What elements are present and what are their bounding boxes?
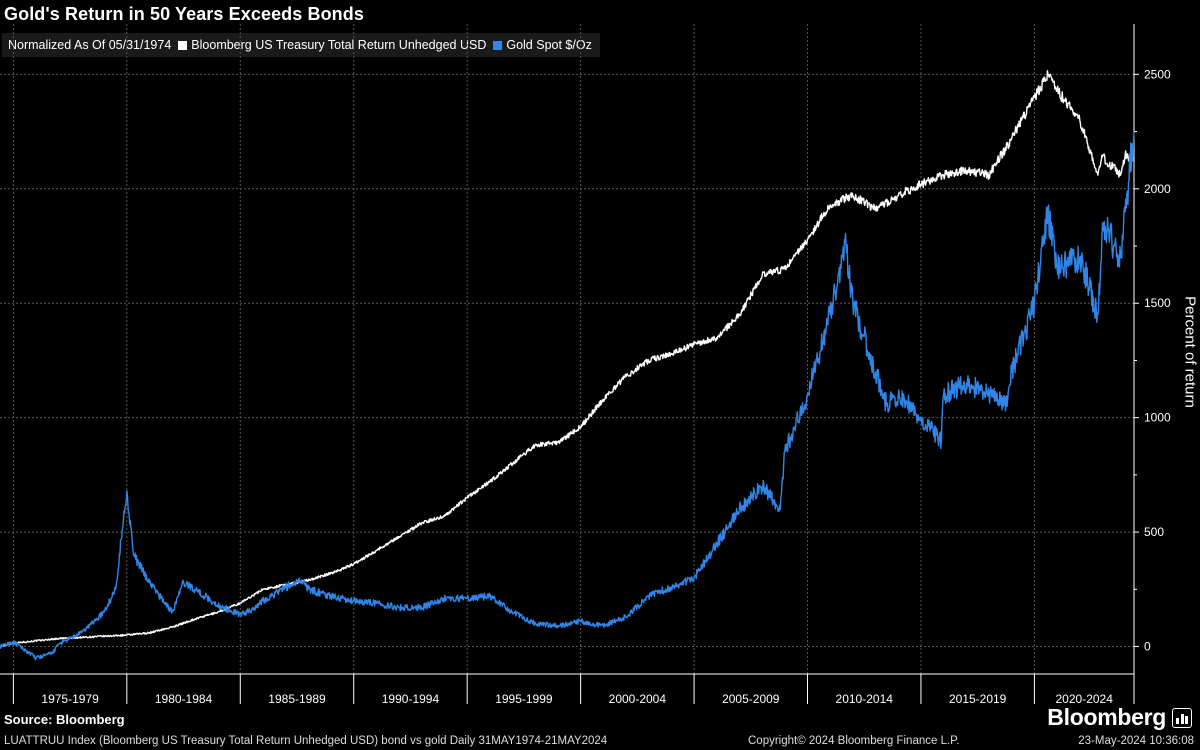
y-tick-label: 2000 <box>1144 182 1171 196</box>
legend-note: Normalized As Of 05/31/1974 <box>8 38 171 52</box>
x-tick-label: 1990-1994 <box>382 692 440 706</box>
brand-logo: Bloomberg <box>1047 704 1192 731</box>
y-tick-label: 1000 <box>1144 411 1171 425</box>
x-tick-label: 2010-2014 <box>836 692 894 706</box>
bar-chart-icon <box>1172 707 1192 728</box>
chart-title: Gold's Return in 50 Years Exceeds Bonds <box>4 4 364 24</box>
y-tick-label: 500 <box>1144 525 1164 539</box>
legend: Normalized As Of 05/31/1974 Bloomberg US… <box>2 33 600 57</box>
y-tick-label: 2500 <box>1144 67 1171 81</box>
footer-timestamp: 23-May-2024 10:36:08 <box>1078 735 1194 747</box>
legend-label-bond: Bloomberg US Treasury Total Return Unhed… <box>191 38 487 52</box>
y-axis-title: Percent of return <box>1181 296 1199 408</box>
brand-name: Bloomberg <box>1047 704 1166 730</box>
series-line-gold <box>0 131 1135 661</box>
y-tick-label: 1500 <box>1144 296 1171 310</box>
y-tick-label: 0 <box>1144 640 1151 654</box>
x-tick-label: 1975-1979 <box>41 692 99 706</box>
footer-copyright: Copyright© 2024 Bloomberg Finance L.P. <box>748 735 960 747</box>
series-line-bond <box>0 70 1135 648</box>
legend-item-bond: Bloomberg US Treasury Total Return Unhed… <box>178 38 486 52</box>
x-tick-label: 2000-2004 <box>609 692 667 706</box>
x-tick-label: 1995-1999 <box>495 692 553 706</box>
legend-item-gold: Gold Spot $/Oz <box>493 38 592 52</box>
x-tick-label: 1980-1984 <box>155 692 213 706</box>
legend-label-gold: Gold Spot $/Oz <box>506 38 592 52</box>
x-tick-label: 2020-2024 <box>1056 692 1114 706</box>
legend-swatch-bond <box>178 40 188 50</box>
footer-source: Source: Bloomberg <box>4 712 125 727</box>
x-tick-label: 2015-2019 <box>949 692 1007 706</box>
legend-note-text: Normalized As Of 05/31/1974 <box>8 38 172 52</box>
x-tick-label: 2005-2009 <box>722 692 780 706</box>
legend-swatch-gold <box>493 40 503 50</box>
x-tick-label: 1985-1989 <box>268 692 326 706</box>
footer-description: LUATTRUU Index (Bloomberg US Treasury To… <box>4 735 608 747</box>
